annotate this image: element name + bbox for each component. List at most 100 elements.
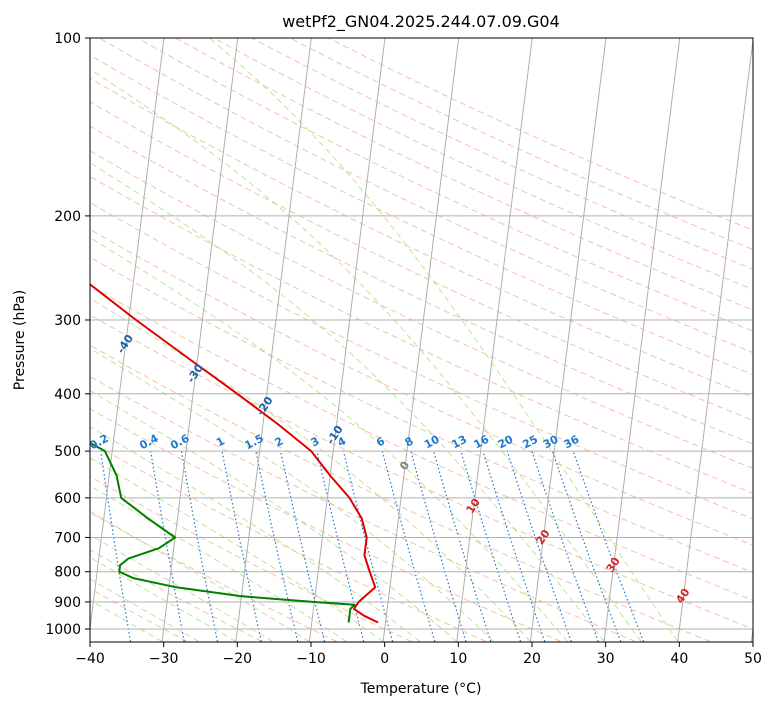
isotherm-line [308, 38, 386, 642]
mixing-ratio-label: 10 [422, 433, 442, 452]
grid-lines [90, 38, 753, 630]
moist-adiabat [90, 578, 200, 642]
isotherm-line [677, 38, 753, 642]
x-axis: −40 −30 −20 −10 0 10 20 30 40 50 [75, 642, 762, 667]
y-tick-label: 900 [54, 595, 81, 611]
dry-adiabat [213, 38, 753, 290]
mixing-ratio-label: 13 [449, 433, 469, 452]
moist-adiabat [90, 347, 494, 642]
plot-frame [89, 37, 754, 643]
x-tick-label: 50 [744, 651, 762, 667]
isotherm-label: -50 [46, 290, 68, 314]
temperature-line [90, 283, 379, 624]
isotherm-line [603, 38, 681, 642]
dewpoint-line [90, 441, 356, 623]
mixing-ratio-label: 3 [309, 434, 322, 449]
moist-adiabat [90, 556, 237, 642]
mixing-ratio-label: 8 [403, 434, 416, 449]
y-axis: 100 200 300 400 500 600 700 800 900 1000 [45, 31, 90, 638]
isotherm-line [750, 624, 753, 642]
y-tick-label: 1000 [45, 622, 81, 638]
moist-adiabat [90, 534, 273, 642]
x-tick-label: 30 [597, 651, 615, 667]
mixing-ratio-label: 16 [472, 433, 492, 452]
dry-adiabat [175, 38, 753, 311]
x-tick-label: −10 [296, 651, 326, 667]
mixing-ratio-line [180, 450, 218, 642]
dry-adiabat [251, 38, 753, 270]
x-tick-label: 20 [523, 651, 541, 667]
dry-adiabat [90, 54, 753, 376]
dry-adiabat [90, 201, 753, 520]
mixing-ratio-line [460, 450, 522, 642]
mixing-ratio-line [381, 450, 436, 642]
isotherm-line [90, 38, 165, 633]
dry-adiabat [90, 408, 561, 642]
mixing-ratio-label: 30 [541, 433, 561, 452]
mixing-ratio-label: 36 [562, 433, 582, 452]
mixing-ratio-label: 2 [273, 434, 286, 449]
y-tick-label: 800 [54, 565, 81, 581]
dry-adiabat [327, 38, 753, 231]
mixing-ratio-line [531, 450, 599, 642]
mixing-ratio-line [255, 450, 299, 642]
moist-adiabat [90, 425, 421, 642]
isotherm-label: -40 [114, 332, 136, 356]
mixing-ratio-line [316, 450, 365, 642]
mixing-ratio-line [482, 450, 546, 642]
x-tick-label: −20 [223, 651, 253, 667]
mixing-ratio-label: 0.4 [137, 432, 161, 453]
dry-adiabat [90, 125, 753, 445]
isotherm-label: -30 [184, 361, 206, 385]
mixing-ratio-label: 1.5 [242, 432, 265, 453]
background-lines [90, 38, 753, 642]
y-tick-label: 200 [54, 209, 81, 225]
x-tick-label: −30 [149, 651, 179, 667]
moist-adiabat [90, 68, 642, 642]
isotherm-line [529, 38, 607, 642]
mixing-ratio-line [506, 450, 572, 642]
dry-adiabat [90, 101, 753, 421]
mixing-ratio-label: 6 [374, 434, 387, 449]
x-tick-label: −40 [75, 651, 105, 667]
isotherm-line [456, 38, 533, 642]
dry-adiabat [90, 512, 337, 642]
x-axis-title: Temperature (°C) [360, 681, 482, 697]
mixing-ratio-line [551, 450, 622, 642]
dry-adiabat [137, 38, 753, 332]
mixing-ratio-label: 20 [496, 433, 516, 452]
y-tick-label: 100 [54, 31, 81, 47]
isotherm-line [382, 38, 460, 642]
dry-adiabat [90, 344, 711, 642]
dry-adiabat [98, 38, 753, 354]
x-tick-label: 40 [670, 651, 688, 667]
y-tick-label: 500 [54, 444, 81, 460]
dry-adiabat [90, 375, 636, 642]
x-tick-label: 0 [380, 651, 389, 667]
moist-adiabat [208, 38, 679, 642]
mixing-ratio-label: 1 [214, 434, 227, 449]
moist-adiabat [90, 389, 458, 642]
dry-adiabat [90, 228, 753, 546]
dry-adiabat [90, 441, 487, 642]
y-tick-label: 600 [54, 491, 81, 507]
moist-adiabat [90, 297, 531, 642]
moist-adiabat [90, 162, 605, 642]
dry-adiabat [90, 284, 753, 601]
mixing-ratio-label: 0.2 [87, 432, 110, 453]
chart-title: wetPf2_GN04.2025.244.07.09.G04 [282, 12, 560, 32]
y-tick-label: 400 [54, 387, 81, 403]
mixing-ratio-label: 25 [520, 433, 540, 452]
isotherm-line [235, 38, 312, 642]
moist-adiabat [90, 457, 384, 642]
isotherm-label: 40 [673, 586, 692, 606]
mixing-ratio-line [572, 450, 645, 642]
dry-adiabat [90, 549, 263, 642]
dry-adiabat [90, 175, 753, 494]
y-tick-label: 700 [54, 530, 81, 546]
dry-adiabat [90, 150, 753, 469]
y-tick-label: 300 [54, 313, 81, 329]
profile-lines [90, 283, 379, 624]
moist-adiabat [90, 236, 568, 642]
